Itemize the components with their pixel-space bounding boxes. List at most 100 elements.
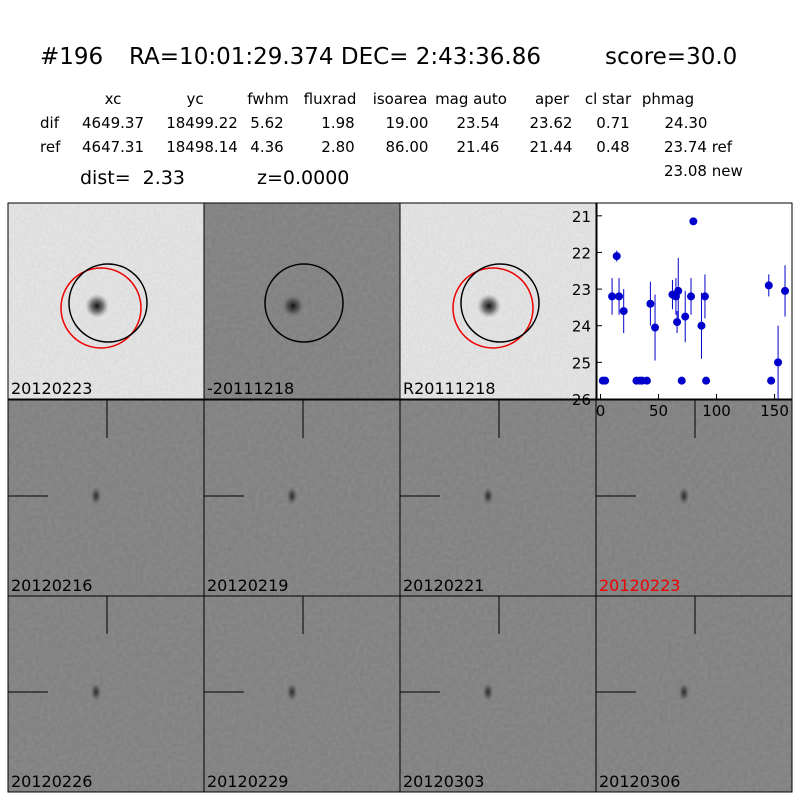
point [619,307,628,316]
red-circle [60,267,142,349]
source [85,294,109,318]
point [615,292,624,301]
cell: 0.71 [596,114,629,132]
black-circle [264,263,344,343]
image-panel: -20111218 [203,202,401,400]
source [90,486,102,506]
object-id: #196 [40,44,103,70]
y-tick-label: 22 [572,244,591,262]
cell: 21.44 [530,138,573,156]
image-panel: 20120219 [203,399,401,597]
image-noise [8,596,204,792]
column-header: cl star [585,90,632,108]
image-noise [596,400,792,596]
point [677,376,686,385]
column-header: fluxrad [304,90,357,108]
panel-label: 20120219 [207,576,288,595]
panel-label: 20120223 [599,576,680,595]
source [286,486,298,506]
cell: 23.54 [457,114,500,132]
image-noise [8,400,204,596]
redshift: z=0.0000 [257,167,349,189]
point [612,252,621,261]
cell: 86.00 [386,138,429,156]
source [678,486,690,506]
image-noise [204,400,400,596]
cell: 23.62 [530,114,573,132]
image-noise [204,596,400,792]
point [702,376,711,385]
point [601,376,610,385]
x-tick-label: 150 [760,402,789,420]
source [482,486,494,506]
source [286,682,298,702]
point [646,299,655,308]
point [651,323,660,332]
column-header: isoarea [373,90,428,108]
source [482,682,494,702]
image-panel: 20120223 [595,399,793,597]
panel-label: 20120303 [403,772,484,791]
dist: dist= 2.33 [80,167,185,189]
column-header: xc [105,90,122,108]
image-panel: 20120226 [7,595,205,793]
panel-label: R20111218 [403,379,496,398]
black-circle [68,263,148,343]
point [697,321,706,330]
image-panel: 20120229 [203,595,401,793]
cell: 5.62 [250,114,283,132]
row-label: ref [40,138,61,156]
point [767,376,776,385]
x-tick-label: 50 [649,402,668,420]
panel-label: -20111218 [207,379,294,398]
cell: 2.80 [321,138,354,156]
source [678,682,690,702]
column-header: fwhm [247,90,288,108]
source [477,294,501,318]
image-noise [400,596,596,792]
plot-area [596,202,793,400]
image-noise [596,596,792,792]
image-panel: 20120216 [7,399,205,597]
image-panel: 20120303 [399,595,597,793]
image-panel: R20111218 [399,202,597,400]
panel-label: 20120226 [11,772,92,791]
point [774,358,783,367]
cell: 4.36 [250,138,283,156]
y-tick-label: 25 [572,354,591,372]
cell: 24.30 [665,114,708,132]
y-tick-label: 24 [572,318,591,336]
point [700,292,709,301]
y-tick-label: 21 [572,208,591,226]
point [764,281,773,290]
y-tick-label: 26 [572,391,591,409]
panel-label: 20120306 [599,772,680,791]
panel-label: 20120223 [11,379,92,398]
image-noise [400,400,596,596]
y-tick-label: 23 [572,281,591,299]
chart: 21 22 23 24 25 26 0 50 100 150 [572,202,793,420]
cell: 23.08 new [664,162,743,180]
image-panel: 20120223 [7,202,205,400]
point [681,312,690,321]
x-tick-label: 100 [702,402,731,420]
point [674,286,683,295]
source [281,294,305,318]
point [673,318,682,327]
point [689,217,698,226]
cell: 18499.22 [166,114,238,132]
panel-border [595,595,793,793]
cell: 21.46 [457,138,500,156]
column-header: mag auto [435,90,507,108]
row-label: dif [40,114,60,132]
point [687,292,696,301]
coords: RA=10:01:29.374 DEC= 2:43:36.86 [129,44,541,70]
panel-border [399,202,597,400]
panel-label: 20120216 [11,576,92,595]
x-tick-label: 0 [596,402,606,420]
cell: 18498.14 [166,138,238,156]
score: score=30.0 [605,44,737,70]
column-header: phmag [642,90,694,108]
image-panel: 20120221 [399,399,597,597]
